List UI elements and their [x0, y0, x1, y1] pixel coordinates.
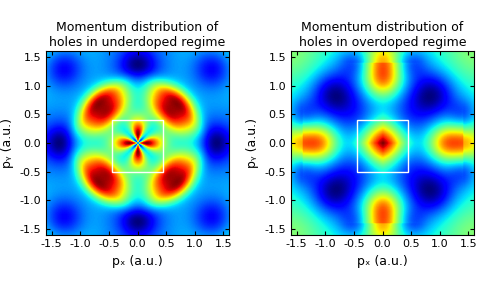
- Y-axis label: pᵧ (a.u.): pᵧ (a.u.): [246, 118, 259, 168]
- Title: Momentum distribution of
holes in overdoped regime: Momentum distribution of holes in overdo…: [299, 21, 466, 49]
- Y-axis label: pᵧ (a.u.): pᵧ (a.u.): [1, 118, 14, 168]
- X-axis label: pₓ (a.u.): pₓ (a.u.): [357, 255, 408, 268]
- Bar: [112, 120, 163, 172]
- X-axis label: pₓ (a.u.): pₓ (a.u.): [112, 255, 163, 268]
- Title: Momentum distribution of
holes in underdoped regime: Momentum distribution of holes in underd…: [50, 21, 226, 49]
- Bar: [357, 120, 408, 172]
